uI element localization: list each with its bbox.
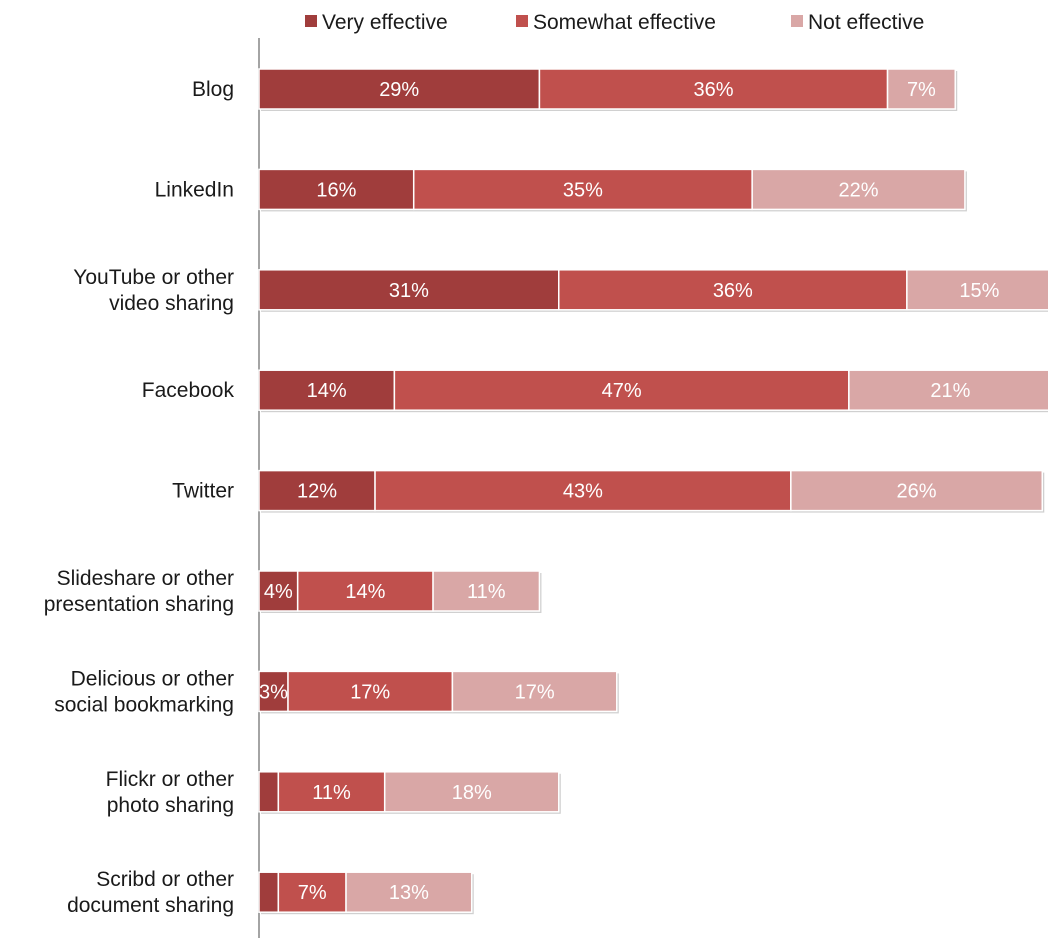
- data-label: 3%: [259, 681, 288, 703]
- data-label: 26%: [897, 481, 937, 503]
- data-label: 36%: [713, 280, 753, 302]
- data-label: 14%: [307, 380, 347, 402]
- bar-somewhat-effective: [277, 771, 386, 813]
- bar-not-effective: [848, 369, 1048, 411]
- legend-swatch-not-effective: [791, 15, 803, 27]
- data-label: 15%: [959, 280, 999, 302]
- bar-somewhat-effective: [412, 168, 753, 211]
- data-label: 17%: [350, 681, 390, 703]
- legend-label-somewhat-effective: Somewhat effective: [533, 11, 716, 34]
- bar-somewhat-effective: [287, 670, 454, 713]
- category-label: Slideshare or other: [57, 567, 234, 590]
- bar-very-effective: [258, 771, 280, 813]
- category-label: presentation sharing: [44, 593, 234, 616]
- bar-very-effective: [258, 269, 560, 311]
- data-label: 7%: [907, 79, 936, 101]
- legend-swatch-very-effective: [305, 15, 317, 27]
- legend-label-not-effective: Not effective: [808, 11, 924, 34]
- bar-not-effective: [751, 168, 966, 211]
- legend-label-very-effective: Very effective: [322, 11, 448, 34]
- bar-not-effective: [790, 469, 1044, 512]
- bar-somewhat-effective: [296, 570, 434, 612]
- category-label: Facebook: [142, 379, 235, 402]
- data-label: 12%: [297, 481, 337, 503]
- data-label: 35%: [563, 179, 603, 201]
- data-label: 4%: [264, 581, 293, 603]
- data-label: 22%: [839, 179, 879, 201]
- bar-very-effective: [258, 168, 415, 211]
- category-label: document sharing: [67, 894, 234, 917]
- legend-swatch-somewhat-effective: [516, 15, 528, 27]
- data-label: 29%: [379, 79, 419, 101]
- category-label: photo sharing: [107, 794, 234, 817]
- bar-not-effective: [906, 269, 1048, 311]
- data-label: 11%: [312, 782, 351, 804]
- legend: Very effective Somewhat effective Not effe…: [305, 11, 924, 34]
- bar-somewhat-effective: [538, 68, 889, 110]
- bar-not-effective: [451, 670, 618, 713]
- data-label: 47%: [602, 380, 642, 402]
- category-label: social bookmarking: [54, 693, 234, 716]
- bar-somewhat-effective: [393, 369, 850, 411]
- data-label: 13%: [389, 882, 429, 904]
- bar-not-effective: [345, 871, 473, 913]
- category-label: Flickr or other: [106, 768, 234, 791]
- data-label: 14%: [345, 581, 385, 603]
- category-label: LinkedIn: [155, 178, 234, 201]
- bar-not-effective: [432, 570, 541, 612]
- bar-not-effective: [383, 771, 560, 813]
- bar-somewhat-effective: [558, 269, 908, 311]
- data-label: 7%: [298, 882, 327, 904]
- category-label: YouTube or other: [73, 266, 234, 289]
- category-label: Scribd or other: [96, 868, 234, 891]
- category-label: Delicious or other: [71, 667, 234, 690]
- data-label: 18%: [452, 782, 492, 804]
- bar-very-effective: [258, 68, 541, 110]
- bar-very-effective: [258, 871, 280, 913]
- category-label: Blog: [192, 78, 234, 101]
- bar-very-effective: [258, 369, 396, 411]
- bar-somewhat-effective: [277, 871, 347, 913]
- bar-somewhat-effective: [374, 469, 792, 512]
- category-labels: Blog LinkedIn YouTube or other video sharin…: [44, 78, 235, 917]
- data-label: 43%: [563, 481, 603, 503]
- category-label: Twitter: [172, 480, 234, 503]
- category-label: video sharing: [109, 292, 234, 315]
- data-label: 31%: [389, 280, 429, 302]
- data-label: 16%: [316, 179, 356, 201]
- data-label: 11%: [467, 581, 506, 603]
- data-label: 21%: [930, 380, 970, 402]
- bar-not-effective: [886, 68, 956, 110]
- data-label: 36%: [693, 79, 733, 101]
- bar-very-effective: [258, 469, 376, 512]
- bars: 29% 36% 7% 16% 35% 22% 31% 36% 15% 14% 47% 21% 12% 43…: [258, 68, 1048, 915]
- data-label: 17%: [515, 681, 555, 703]
- bar-very-effective: [258, 570, 299, 612]
